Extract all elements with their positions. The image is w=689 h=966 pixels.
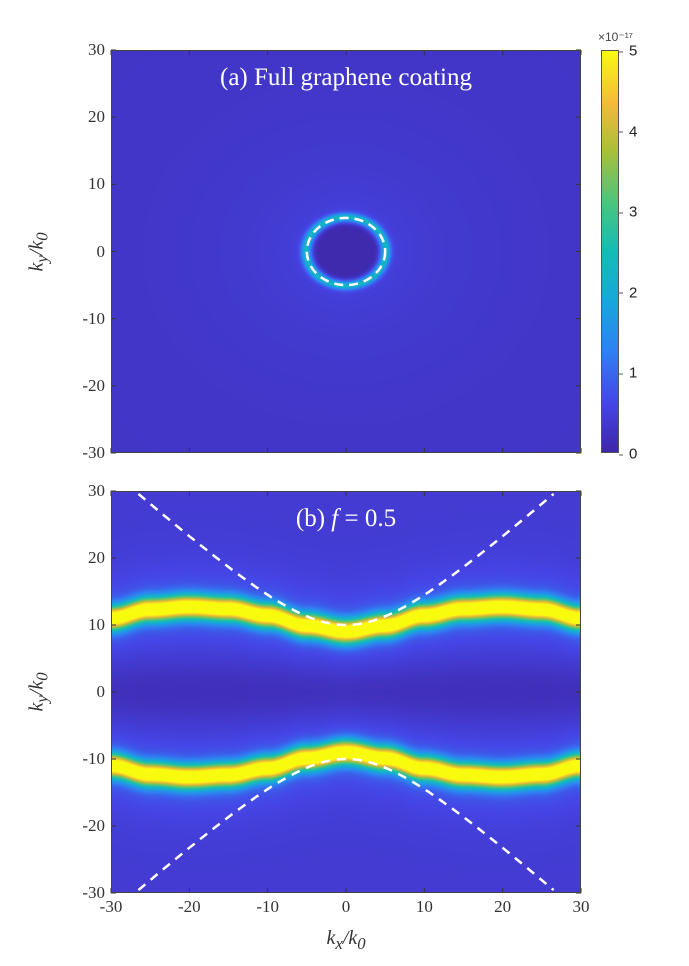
colorbar-exponent: ×10⁻¹⁷ [598,30,634,44]
x-tick-label: 20 [494,897,512,916]
panel-b-heatmap: (b) f = 0.5 ky/k0 kx/k0 -30 -20 -10 0 10 20 30… [26,481,590,953]
y-axis-label: ky/k0 [25,672,52,712]
y-tick-label: 10 [88,615,105,634]
dashed-hyperbola [137,757,555,892]
y-tick-label: 10 [88,174,105,194]
y-tick-label: -10 [82,749,105,768]
panel-title-a: (a) Full graphene coating [220,64,472,91]
dashed-hyperbola [137,492,555,627]
x-tick-label: -10 [256,897,279,916]
panel-a-heatmap: (a) Full graphene coating ky/k0 -30 -20 -1… [26,40,582,462]
x-tick-label: 0 [341,897,351,916]
colorbar-tick-label: 4 [618,123,638,141]
x-tick-label: -30 [99,897,123,916]
colorbar-tick-label: 5 [618,42,638,60]
y-tick-label: 0 [96,241,106,261]
y-tick-label: -20 [82,375,105,395]
x-tick-label: 10 [415,897,433,916]
y-tick-label: -30 [82,443,105,462]
y-tick-label: -10 [82,308,105,328]
y-tick-label: 0 [96,682,106,701]
colorbar-tick-label: 2 [618,284,638,302]
heatmap-image-a [111,50,581,453]
colorbar-tick-label: 1 [618,364,638,382]
overlay-a [110,49,582,454]
colorbar-tick-label: 3 [618,203,638,221]
x-axis-label: kx/k0 [326,927,366,953]
heatmap-image-b [111,491,581,893]
y-tick-label: 30 [88,481,105,500]
y-tick-label: -30 [82,883,105,902]
panel-title-b: (b) f = 0.5 [295,505,397,532]
x-tick-label: -20 [177,897,201,916]
dashed-circle [305,216,387,287]
y-axis-label: ky/k0 [25,231,52,272]
y-tick-label: 30 [88,40,105,59]
y-tick-label: 20 [88,107,105,127]
y-tick-label: 20 [88,548,105,567]
x-tick-label: 30 [572,897,590,916]
overlay-b [110,490,582,894]
colorbar-tick-label: 0 [618,445,638,463]
colorbar: 0 1 2 3 4 5 [601,43,637,463]
y-tick-label: -20 [82,816,105,835]
